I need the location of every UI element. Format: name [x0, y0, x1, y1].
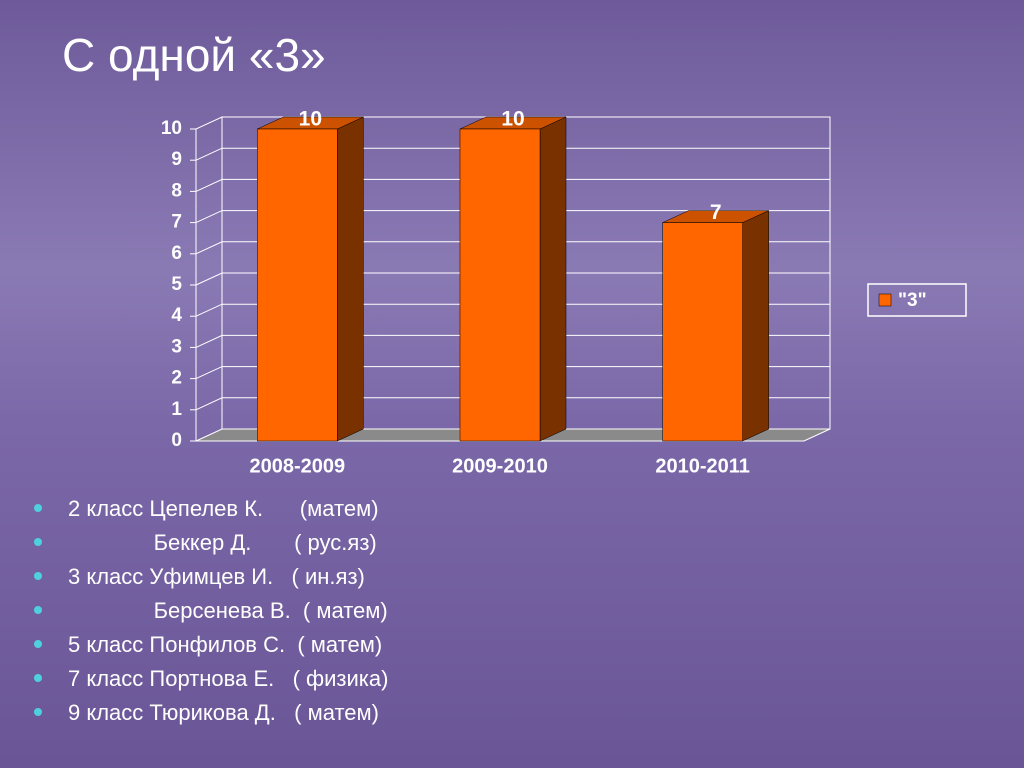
bullet-item: 5 класс Понфилов С. ( матем)	[30, 628, 388, 662]
grid-line	[195, 116, 830, 130]
y-tick-label: 9	[171, 149, 182, 170]
bar-side	[539, 116, 567, 442]
grid-line	[195, 178, 830, 192]
bar	[662, 222, 743, 442]
slide-title: С одной «3»	[62, 29, 326, 81]
grid-line	[195, 147, 830, 161]
legend-swatch	[878, 293, 892, 307]
chart: 0 1 2 3 4 5 6 7 8 9 10 2008-2009 2009-2010 2010-2011 1…	[161, 108, 967, 477]
y-tick-label: 1	[171, 399, 182, 420]
y-tick-label: 8	[171, 180, 182, 201]
data-label: 10	[501, 108, 524, 131]
grid-line	[195, 397, 830, 411]
bullet-list: 2 класс Цепелев К. (матем) Беккер Д. ( р…	[30, 492, 388, 730]
data-label: 7	[710, 201, 722, 224]
grid-line	[195, 334, 830, 348]
bullet-item: Беккер Д. ( рус.яз)	[30, 526, 388, 560]
grid-line	[195, 210, 830, 224]
bullet-item: 2 класс Цепелев К. (матем)	[30, 492, 388, 526]
bar-side	[337, 116, 364, 442]
grid-line	[195, 366, 830, 380]
bullet-item: 9 класс Тюрикова Д. ( матем)	[30, 696, 388, 730]
grid-line	[195, 272, 830, 286]
y-tick-label: 5	[171, 274, 182, 295]
y-tick-label: 0	[171, 430, 182, 451]
x-tick-label: 2010-2011	[655, 455, 750, 477]
bar-side	[742, 210, 769, 442]
y-tick-label: 3	[171, 336, 182, 357]
x-tick-label: 2009-2010	[452, 455, 548, 477]
y-tick-label: 7	[171, 212, 182, 233]
grid-line	[195, 303, 830, 317]
legend-box	[867, 283, 967, 317]
bullet-item: Берсенева В. ( матем)	[30, 594, 388, 628]
grid-line	[195, 241, 830, 255]
x-tick-label: 2008-2009	[250, 455, 346, 477]
y-tick-label: 2	[171, 368, 182, 389]
data-label: 10	[299, 108, 322, 131]
y-tick-label: 6	[171, 243, 182, 264]
y-tick-label: 10	[161, 118, 182, 139]
y-tick-label: 4	[171, 305, 182, 326]
bar	[459, 128, 541, 442]
bar	[257, 128, 338, 442]
bullet-item: 7 класс Портнова Е. ( физика)	[30, 662, 388, 696]
legend-label: "3"	[898, 290, 927, 311]
bullet-item: 3 класс Уфимцев И. ( ин.яз)	[30, 560, 388, 594]
